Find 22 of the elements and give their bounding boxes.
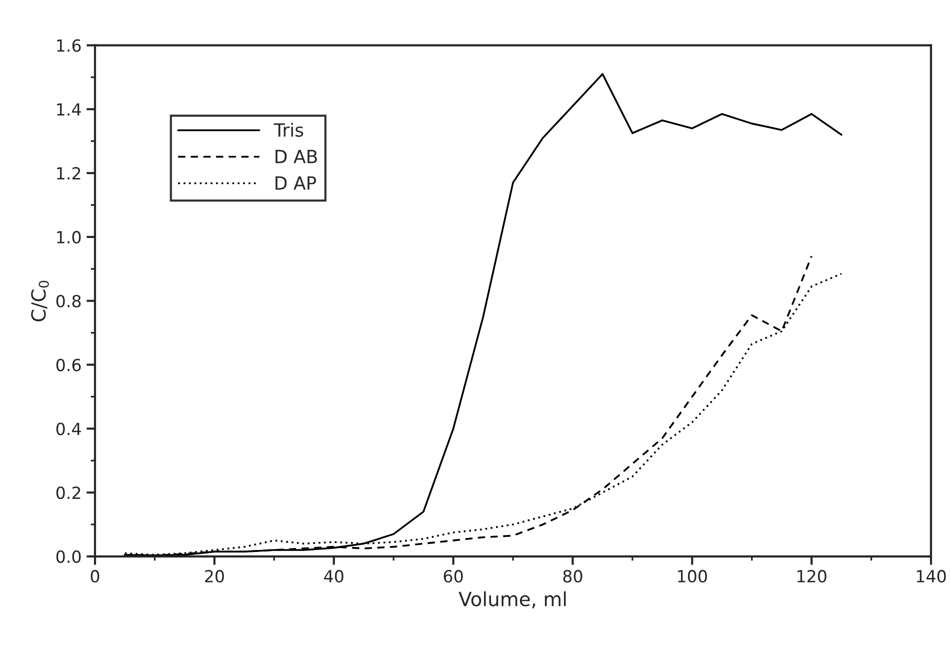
y-tick-label: 0.4 (56, 422, 81, 436)
legend-label: D AP (276, 176, 316, 190)
y-tick-label: 0.2 (56, 486, 80, 500)
y-tick-label: 1.4 (57, 103, 81, 116)
y-tick-label: 0.6 (56, 358, 81, 372)
y-tick-label: 1.6 (57, 39, 81, 52)
x-tick-label: 120 (797, 570, 826, 583)
y-axis-title: C/C$_{0}$ (31, 280, 49, 322)
y-tick-label: 0.8 (56, 294, 81, 308)
x-tick-label: 20 (205, 570, 224, 583)
x-tick-label: 140 (916, 570, 946, 583)
legend-label: Tris (274, 122, 304, 137)
x-tick-label: 40 (324, 570, 344, 583)
x-tick-label: 0 (90, 570, 100, 583)
x-tick-label: 60 (444, 570, 463, 583)
x-axis-title: Volume, ml (458, 591, 566, 608)
x-tick-label: 80 (563, 570, 582, 583)
y-tick-label: 1.0 (57, 230, 81, 244)
y-tick-label: 0.0 (56, 550, 81, 563)
x-tick-label: 100 (678, 570, 707, 583)
y-tick-label: 1.2 (57, 167, 80, 180)
legend-label: D AB (276, 150, 317, 164)
